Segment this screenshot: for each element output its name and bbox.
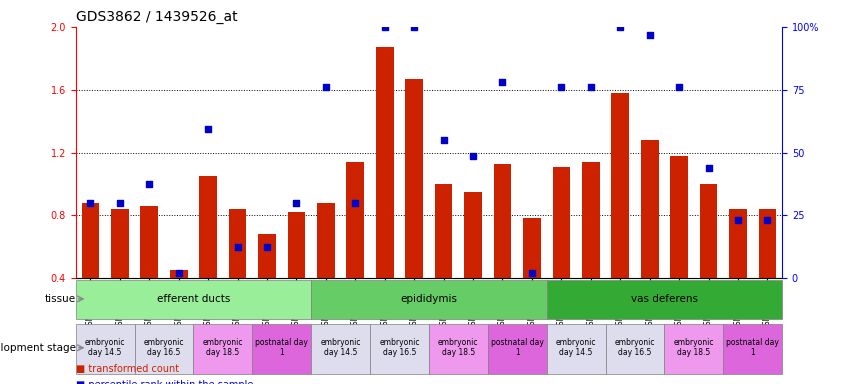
Bar [464,192,482,278]
Bar [346,162,364,278]
Point [407,24,420,30]
Text: embryonic
day 18.5: embryonic day 18.5 [203,338,243,358]
Bar [435,184,452,278]
Text: embryonic
day 14.5: embryonic day 14.5 [85,338,125,358]
Point [202,126,215,132]
FancyBboxPatch shape [311,280,547,319]
Point [761,217,775,223]
Bar [229,209,246,278]
Point [142,181,156,187]
Text: efferent ducts: efferent ducts [156,294,230,304]
Text: tissue: tissue [45,294,76,304]
Bar [582,162,600,278]
Text: embryonic
day 16.5: embryonic day 16.5 [615,338,655,358]
Bar [317,203,335,278]
Text: embryonic
day 14.5: embryonic day 14.5 [556,338,596,358]
Bar [111,209,129,278]
Text: embryonic
day 18.5: embryonic day 18.5 [438,338,479,358]
Point [378,24,392,30]
FancyBboxPatch shape [488,324,547,374]
Point [230,244,244,250]
FancyBboxPatch shape [547,280,782,319]
Bar [641,140,659,278]
Point [466,152,479,159]
Point [555,83,569,89]
FancyBboxPatch shape [76,280,311,319]
Text: ■ transformed count: ■ transformed count [76,364,179,374]
Text: embryonic
day 16.5: embryonic day 16.5 [379,338,420,358]
Text: ■ percentile rank within the sample: ■ percentile rank within the sample [76,380,253,384]
Bar [494,164,511,278]
FancyBboxPatch shape [252,324,311,374]
Point [320,83,333,89]
FancyBboxPatch shape [135,324,193,374]
Bar [376,47,394,278]
Bar [553,167,570,278]
FancyBboxPatch shape [547,324,606,374]
Bar [523,218,541,278]
Point [83,200,97,206]
Bar [170,270,188,278]
Text: embryonic
day 18.5: embryonic day 18.5 [674,338,714,358]
Bar [288,212,305,278]
Bar [670,156,688,278]
Bar [759,209,776,278]
FancyBboxPatch shape [311,324,370,374]
FancyBboxPatch shape [429,324,488,374]
Text: postnatal day
1: postnatal day 1 [256,338,308,358]
Point [172,270,185,276]
Point [614,24,627,30]
FancyBboxPatch shape [664,324,723,374]
FancyBboxPatch shape [370,324,429,374]
Point [261,244,274,250]
FancyBboxPatch shape [193,324,252,374]
Bar [405,79,423,278]
Bar [729,209,747,278]
Text: vas deferens: vas deferens [631,294,698,304]
Text: development stage: development stage [0,343,76,353]
FancyBboxPatch shape [76,324,135,374]
FancyBboxPatch shape [723,324,782,374]
Point [496,79,510,85]
Text: GDS3862 / 1439526_at: GDS3862 / 1439526_at [76,10,237,25]
Point [113,200,126,206]
Text: embryonic
day 14.5: embryonic day 14.5 [320,338,361,358]
Point [348,200,362,206]
Point [643,31,657,38]
Bar [258,234,276,278]
Point [525,270,538,276]
Point [289,200,303,206]
Text: epididymis: epididymis [400,294,458,304]
Bar [82,203,99,278]
Bar [199,176,217,278]
Point [437,137,451,143]
Point [584,83,597,89]
Bar [140,206,158,278]
Text: postnatal day
1: postnatal day 1 [727,338,779,358]
Point [701,165,715,171]
FancyBboxPatch shape [606,324,664,374]
Point [673,83,686,89]
Bar [700,184,717,278]
Bar [611,93,629,278]
Text: embryonic
day 16.5: embryonic day 16.5 [144,338,184,358]
Text: postnatal day
1: postnatal day 1 [491,338,543,358]
Point [732,217,745,223]
